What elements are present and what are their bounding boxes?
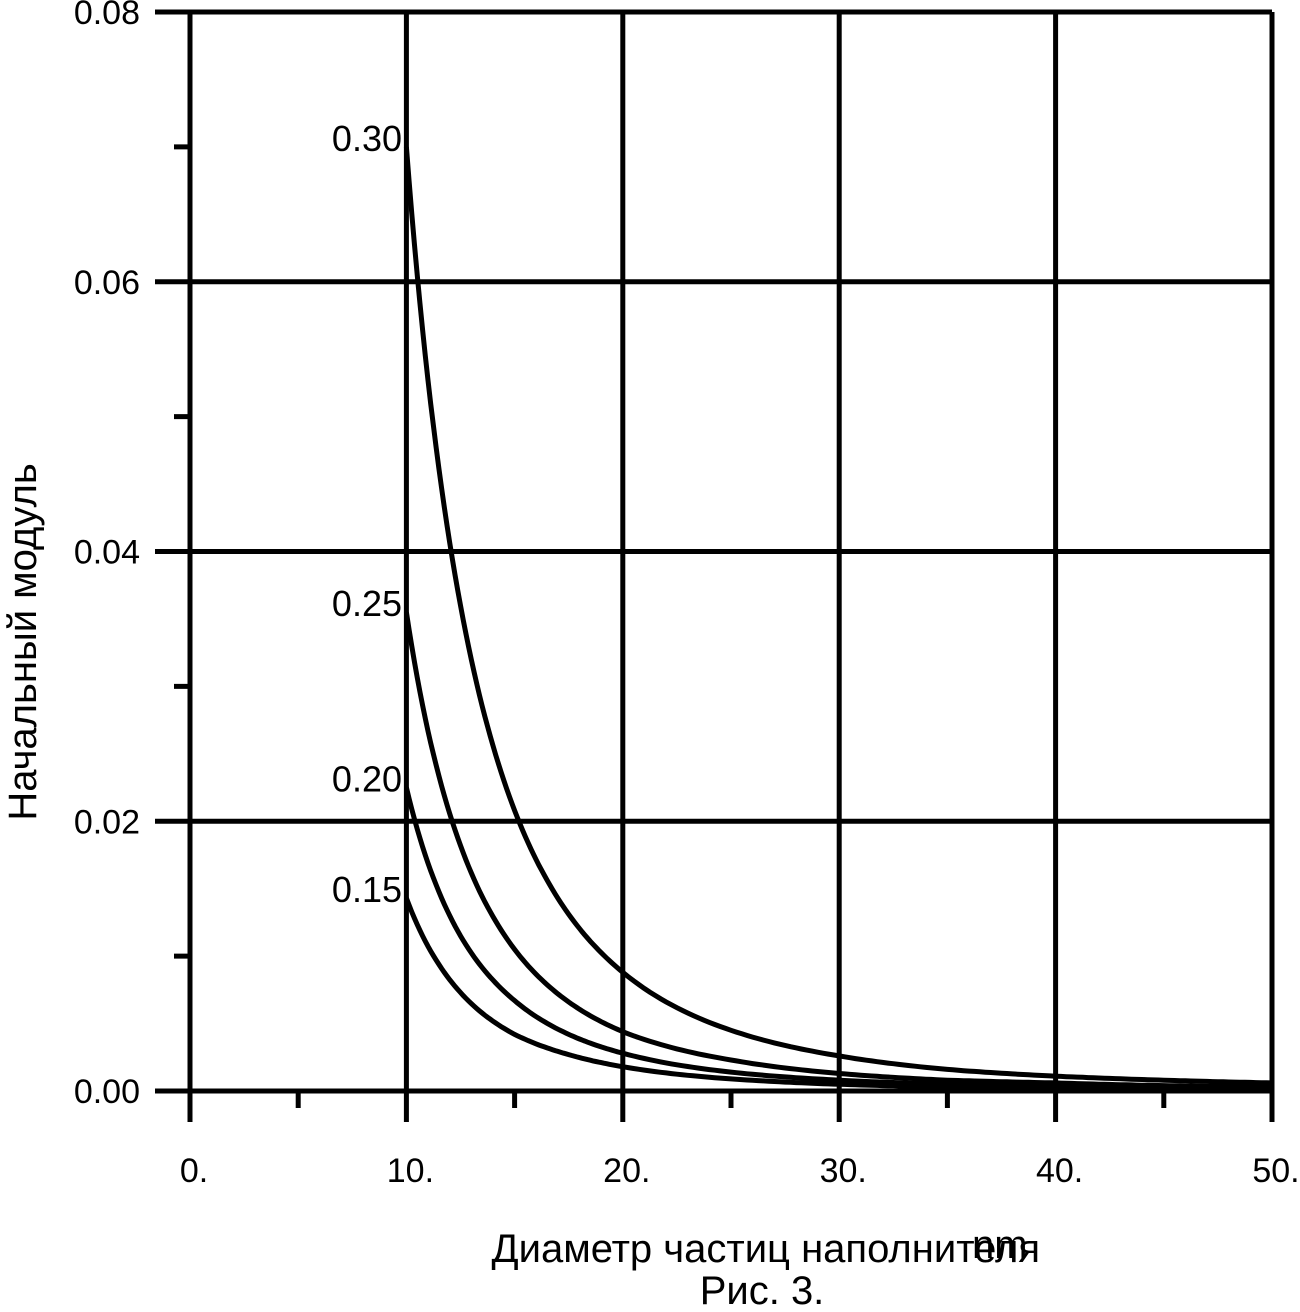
y-tick-label: 0.00 [74, 1073, 140, 1111]
series-label-0.20: 0.20 [332, 759, 402, 800]
y-tick-label: 0.08 [74, 0, 140, 32]
x-axis-unit: nm [972, 1223, 1028, 1267]
y-tick-label: 0.04 [74, 534, 140, 572]
x-tick-label: 30. [820, 1152, 867, 1190]
series-line-0.30 [403, 146, 1273, 1086]
x-tick-label: 50. [1252, 1152, 1299, 1190]
x-tick-label: 40. [1036, 1152, 1083, 1190]
x-tick-label: 10. [387, 1152, 434, 1190]
x-tick-label: 0. [180, 1152, 208, 1190]
series-label-0.15: 0.15 [332, 869, 402, 910]
minor-ticks [174, 144, 1167, 1108]
figure-caption: Рис. 3. [700, 1269, 825, 1312]
x-axis-title: Диаметр частиц наполнителя [492, 1227, 1040, 1271]
y-tick-label: 0.06 [74, 264, 140, 302]
series-label-0.30: 0.30 [332, 118, 402, 159]
y-axis-title: Начальный модуль [1, 463, 45, 820]
series-label-0.25: 0.25 [332, 583, 402, 624]
grid [155, 9, 1275, 1122]
series-line-0.15 [404, 897, 1273, 1093]
curves [403, 146, 1273, 1093]
curve-labels: 0.30 0.25 0.20 0.15 [332, 118, 402, 910]
y-tick-label: 0.02 [74, 803, 140, 841]
tick-labels: 0. 10. 20. 30. 40. 50. 0.00 0.02 0.04 0.06 0.08 [74, 0, 1300, 1190]
x-tick-label: 20. [603, 1152, 650, 1190]
